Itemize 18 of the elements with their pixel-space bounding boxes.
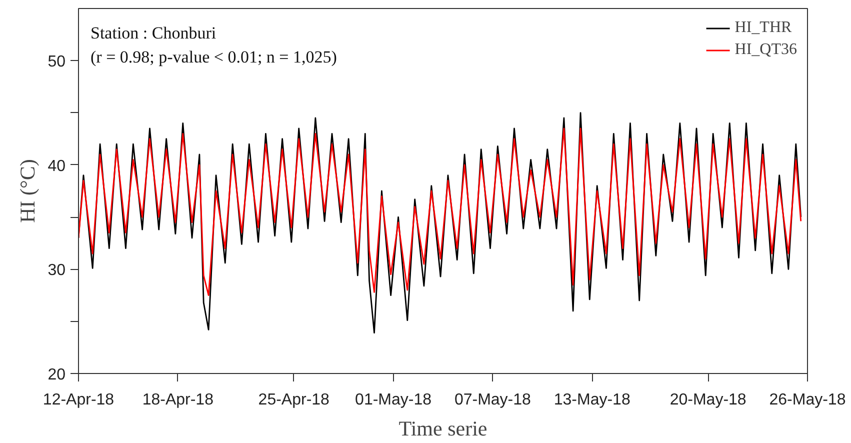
annotation: (r = 0.98; p-value < 0.01; n = 1,025) — [90, 48, 337, 66]
x-tick-label: 26-May-18 — [769, 392, 846, 408]
y-tick-label: 30 — [48, 262, 66, 280]
y-tick-label: 20 — [48, 366, 66, 384]
x-axis-title: Time serie — [398, 416, 488, 440]
x-tick-label: 01-May-18 — [355, 392, 432, 408]
y-tick-label: 40 — [48, 158, 66, 175]
annotation: Station : Chonburi — [90, 24, 216, 42]
x-tick-label: 07-May-18 — [454, 392, 532, 408]
x-tick-label: 12-Apr-18 — [42, 392, 114, 408]
x-tick-label: 13-May-18 — [554, 392, 630, 408]
legend-label: HI_QT36 — [734, 41, 797, 59]
y-axis-title: HI (°C) — [16, 159, 40, 223]
x-tick-label: 18-Apr-18 — [142, 392, 214, 408]
legend-label: HI_THR — [734, 19, 792, 37]
y-tick-label: 50 — [48, 54, 66, 71]
x-tick-label: 25-Apr-18 — [258, 392, 330, 408]
x-tick-label: 20-May-18 — [670, 392, 746, 408]
